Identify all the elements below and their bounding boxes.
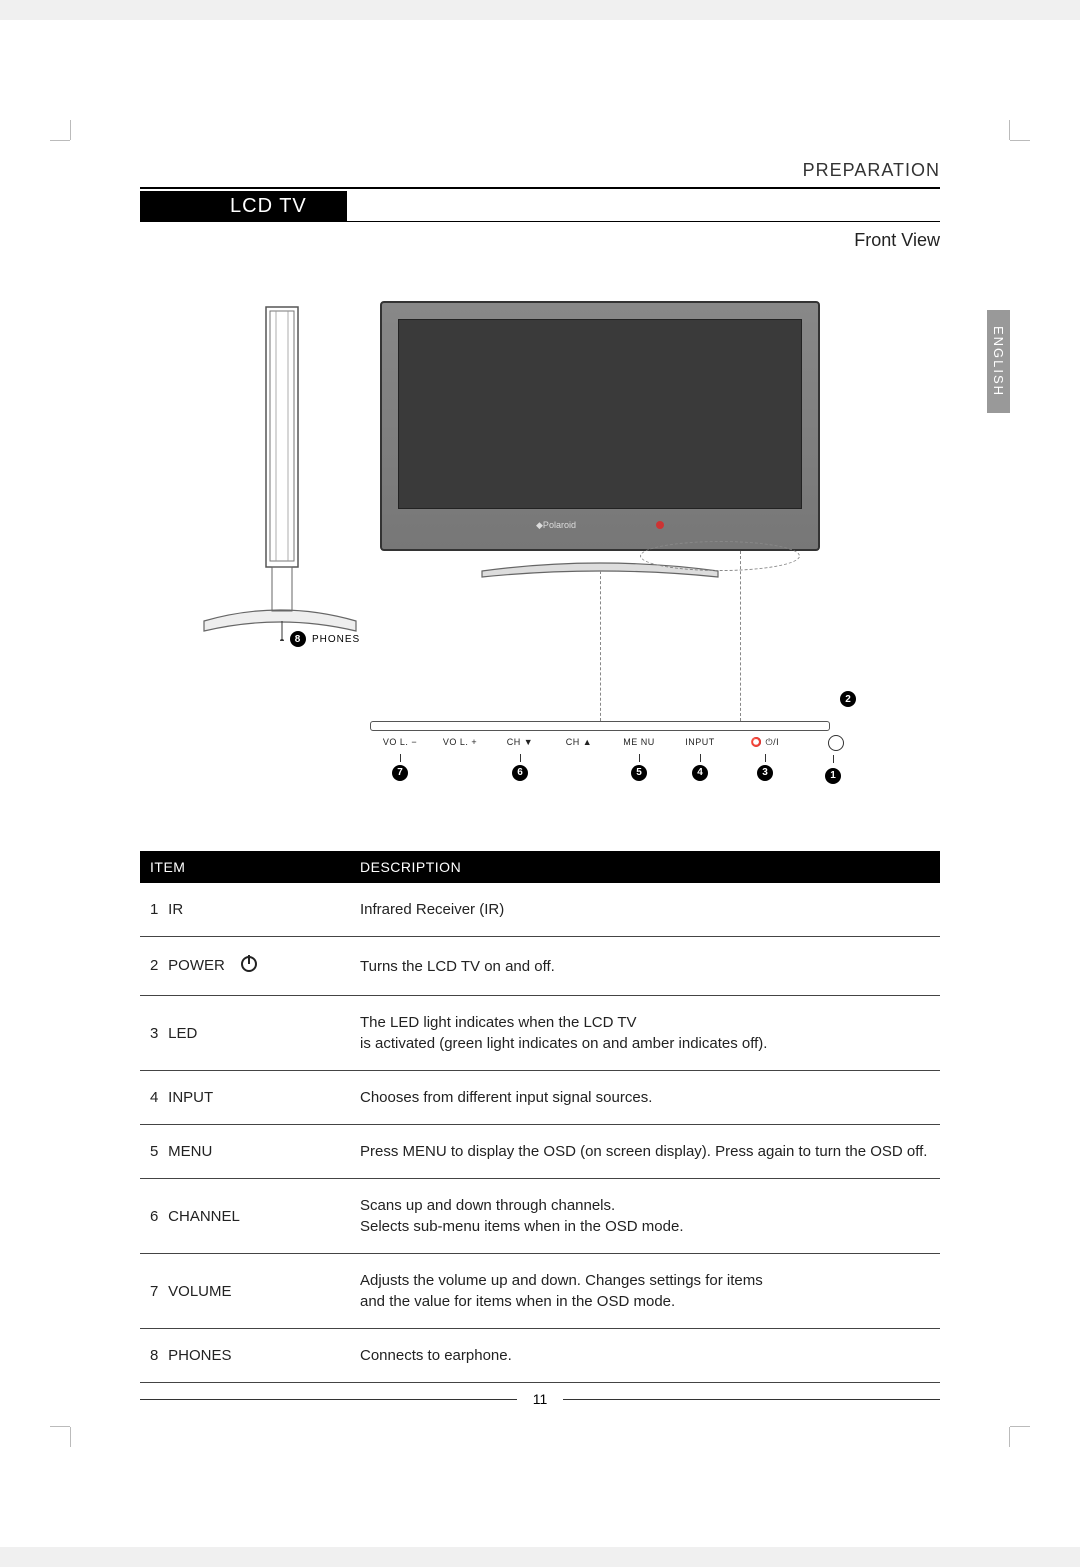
crop-mark	[1010, 140, 1030, 141]
crop-mark	[70, 1427, 71, 1447]
crop-mark	[1009, 120, 1010, 140]
callout-2: 2	[840, 691, 856, 707]
tv-lower-strip: ◆Polaroid	[398, 515, 802, 535]
tv-bezel: ◆Polaroid	[380, 301, 820, 551]
item-cell: 3 LED	[140, 996, 350, 1071]
callout-num-8: 8	[290, 631, 306, 647]
item-cell: 2 POWER	[140, 937, 350, 996]
panel-bar	[370, 721, 830, 731]
ir-receiver-circle: 1	[822, 735, 844, 784]
language-tab: ENGLISH	[987, 310, 1010, 413]
item-cell: 5 MENU	[140, 1125, 350, 1179]
callout-num-1: 1	[825, 768, 841, 784]
power-icon	[239, 953, 259, 979]
page-footer: 11	[140, 1391, 940, 1407]
crop-mark	[50, 140, 70, 141]
panel-btn-label: ⭕ ⏻/I	[730, 737, 800, 748]
tv-side-view	[200, 301, 360, 641]
crop-mark	[1009, 1427, 1010, 1447]
table-body: 1 IRInfrared Receiver (IR)2 POWERTurns t…	[140, 883, 940, 1383]
desc-cell: The LED light indicates when the LCD TVi…	[350, 996, 940, 1071]
tv-screen	[398, 319, 802, 509]
panel-btn-label: INPUT	[670, 737, 730, 748]
item-cell: 6 CHANNEL	[140, 1179, 350, 1254]
table-row: 3 LEDThe LED light indicates when the LC…	[140, 996, 940, 1071]
panel-btn-number: 3	[730, 754, 800, 781]
panel-btn-number: 6	[490, 754, 550, 781]
panel-btn-number	[430, 754, 490, 781]
desc-cell: Adjusts the volume up and down. Changes …	[350, 1254, 940, 1329]
desc-cell: Scans up and down through channels.Selec…	[350, 1179, 940, 1254]
footer-rule	[563, 1399, 940, 1400]
ir-callout-ellipse	[640, 541, 800, 571]
ir-led-dot	[656, 521, 664, 529]
panel-btn-label: VO L. −	[370, 737, 430, 748]
panel-btn-number	[550, 754, 608, 781]
panel-btn-number: 4	[670, 754, 730, 781]
header-item: ITEM	[150, 859, 360, 875]
item-cell: 4 INPUT	[140, 1071, 350, 1125]
header-rule	[140, 187, 940, 189]
table-header: ITEM DESCRIPTION	[140, 851, 940, 883]
content-area: PREPARATION LCD TV Front View ENGLISH	[140, 160, 940, 1407]
table-row: 5 MENUPress MENU to display the OSD (on …	[140, 1125, 940, 1179]
title-tab: LCD TV	[140, 191, 347, 222]
panel-numbers-row: 7 6 543	[370, 754, 830, 781]
item-cell: 1 IR	[140, 883, 350, 937]
callout-phones: 8 PHONES	[290, 631, 360, 647]
title-rule	[347, 191, 940, 222]
item-cell: 7 VOLUME	[140, 1254, 350, 1329]
desc-cell: Infrared Receiver (IR)	[350, 883, 940, 937]
crop-mark	[70, 120, 71, 140]
title-bar: LCD TV	[140, 191, 940, 222]
table-row: 8 PHONESConnects to earphone.	[140, 1329, 940, 1383]
tv-front-view: ◆Polaroid	[380, 301, 820, 571]
table-row: 2 POWERTurns the LCD TV on and off.	[140, 937, 940, 996]
table-row: 4 INPUTChooses from different input sign…	[140, 1071, 940, 1125]
subtitle: Front View	[140, 230, 940, 251]
leader-line	[740, 551, 741, 721]
panel-btn-label: ME NU	[608, 737, 670, 748]
table-row: 1 IRInfrared Receiver (IR)	[140, 883, 940, 937]
callout-num-2: 2	[840, 691, 856, 707]
item-cell: 8 PHONES	[140, 1329, 350, 1383]
panel-btn-number: 7	[370, 754, 430, 781]
phones-label: PHONES	[312, 634, 360, 645]
brand-logo: ◆Polaroid	[536, 520, 576, 531]
crop-mark	[1010, 1426, 1030, 1427]
section-label: PREPARATION	[140, 160, 940, 187]
crop-mark	[50, 1426, 70, 1427]
page: PREPARATION LCD TV Front View ENGLISH	[0, 20, 1080, 1547]
footer-rule	[140, 1399, 517, 1400]
desc-cell: Chooses from different input signal sour…	[350, 1071, 940, 1125]
figure-area: 8 PHONES ◆Polaroid	[140, 281, 940, 841]
table-row: 7 VOLUMEAdjusts the volume up and down. …	[140, 1254, 940, 1329]
panel-btn-label: CH ▼	[490, 737, 550, 748]
leader-line	[600, 571, 601, 721]
button-panel: 2 VO L. −VO L. +CH ▼CH ▲ME NUINPUT⭕ ⏻/I …	[370, 721, 830, 781]
desc-cell: Connects to earphone.	[350, 1329, 940, 1383]
table-row: 6 CHANNELScans up and down through chann…	[140, 1179, 940, 1254]
header-desc: DESCRIPTION	[360, 859, 930, 875]
desc-cell: Press MENU to display the OSD (on screen…	[350, 1125, 940, 1179]
desc-cell: Turns the LCD TV on and off.	[350, 937, 940, 996]
description-table: ITEM DESCRIPTION 1 IRInfrared Receiver (…	[140, 851, 940, 1383]
page-number: 11	[527, 1391, 554, 1407]
panel-btn-label: CH ▲	[550, 737, 608, 748]
panel-labels-row: VO L. −VO L. +CH ▼CH ▲ME NUINPUT⭕ ⏻/I	[370, 737, 830, 748]
panel-btn-number: 5	[608, 754, 670, 781]
panel-btn-label: VO L. +	[430, 737, 490, 748]
